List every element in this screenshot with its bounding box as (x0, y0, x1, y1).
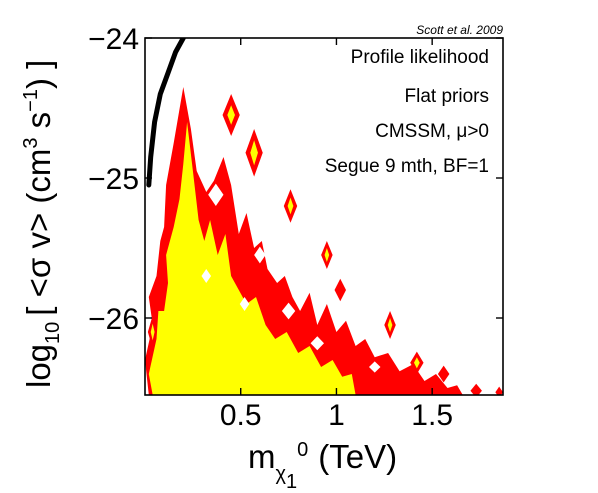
annotation-4: Segue 9 mth, BF=1 (325, 156, 489, 177)
inner-island (413, 357, 420, 369)
x-axis-label: mχ10 (TeV) (248, 438, 397, 493)
x-label-unit: (TeV) (318, 438, 397, 475)
y-label-sup1: 3 (20, 138, 42, 149)
plot-area (144, 37, 504, 396)
region-hole (254, 246, 266, 264)
region-hole (201, 269, 212, 283)
outer-island (495, 386, 503, 395)
axis-ticks (145, 37, 503, 395)
credit-text: Scott et al. 2009 (416, 23, 503, 37)
annotation-box: Profile likelihood Flat priors CMSSM, μ>… (325, 47, 489, 177)
limit-curve (146, 38, 186, 188)
inner-island (287, 197, 294, 215)
inner-island (250, 140, 258, 166)
region-hole (310, 336, 324, 351)
y-label-sup2: −1 (20, 89, 42, 112)
x-tick-labels: 0.5 1 1.5 (220, 399, 453, 432)
y-label-body: [ <σ v> (cm (20, 149, 57, 316)
annotation-2: Flat priors (405, 86, 489, 107)
inner-island (150, 323, 155, 341)
inner-island (387, 318, 393, 332)
x-tick-label: 0.5 (220, 399, 262, 432)
inner-island (324, 248, 330, 262)
x-label-main: m (248, 438, 276, 475)
region-hole (239, 297, 250, 311)
y-axis-label: log10 [ <σ v> (cm3 s−1) ] (20, 60, 64, 388)
x-tick-label: 1 (328, 399, 345, 432)
region-hole (208, 183, 224, 206)
inner-region (148, 122, 356, 395)
x-label-sub: χ (276, 463, 287, 485)
outer-island (470, 383, 482, 395)
x-tick-label: 1.5 (411, 399, 453, 432)
y-tick-label: −25 (88, 163, 139, 196)
y-tick-label: −26 (88, 303, 139, 336)
outer-island (437, 365, 450, 383)
y-tick-label: −24 (88, 23, 139, 56)
credible-regions (145, 87, 503, 395)
region-hole (368, 361, 381, 373)
region-hole (281, 302, 296, 320)
x-label-sub2: 1 (286, 471, 297, 493)
outer-island (334, 278, 347, 302)
inner-island (227, 105, 235, 125)
y-label-prefix: log (20, 344, 57, 388)
annotation-3: CMSSM, μ>0 (375, 121, 489, 142)
y-label-sub: 10 (42, 322, 64, 344)
annotation-1: Profile likelihood (351, 47, 489, 68)
x-label-sup: 0 (297, 439, 308, 461)
y-tick-labels: −24 −25 −26 (88, 23, 139, 336)
plot-frame (144, 37, 504, 396)
y-label-end: ) ] (20, 60, 57, 89)
y-label-mid: s (20, 112, 57, 138)
